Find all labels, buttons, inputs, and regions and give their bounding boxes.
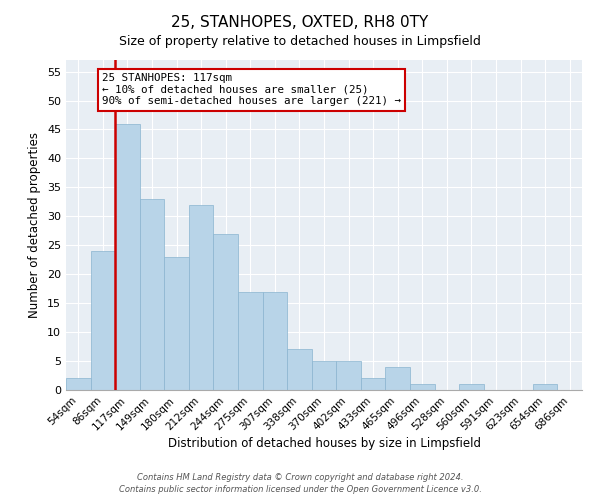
Bar	[361, 378, 385, 390]
Text: 25, STANHOPES, OXTED, RH8 0TY: 25, STANHOPES, OXTED, RH8 0TY	[172, 15, 428, 30]
Bar	[312, 361, 336, 390]
Bar	[385, 367, 410, 390]
Bar	[263, 292, 287, 390]
Bar	[66, 378, 91, 390]
Bar	[140, 199, 164, 390]
Bar	[214, 234, 238, 390]
Y-axis label: Number of detached properties: Number of detached properties	[28, 132, 41, 318]
Bar	[336, 361, 361, 390]
Bar	[287, 350, 312, 390]
Bar	[238, 292, 263, 390]
Text: Contains HM Land Registry data © Crown copyright and database right 2024.
Contai: Contains HM Land Registry data © Crown c…	[119, 473, 481, 494]
Bar	[410, 384, 434, 390]
Bar	[164, 257, 189, 390]
X-axis label: Distribution of detached houses by size in Limpsfield: Distribution of detached houses by size …	[167, 438, 481, 450]
Text: 25 STANHOPES: 117sqm
← 10% of detached houses are smaller (25)
90% of semi-detac: 25 STANHOPES: 117sqm ← 10% of detached h…	[102, 73, 401, 106]
Bar	[91, 251, 115, 390]
Bar	[189, 204, 214, 390]
Bar	[115, 124, 140, 390]
Text: Size of property relative to detached houses in Limpsfield: Size of property relative to detached ho…	[119, 35, 481, 48]
Bar	[533, 384, 557, 390]
Bar	[459, 384, 484, 390]
